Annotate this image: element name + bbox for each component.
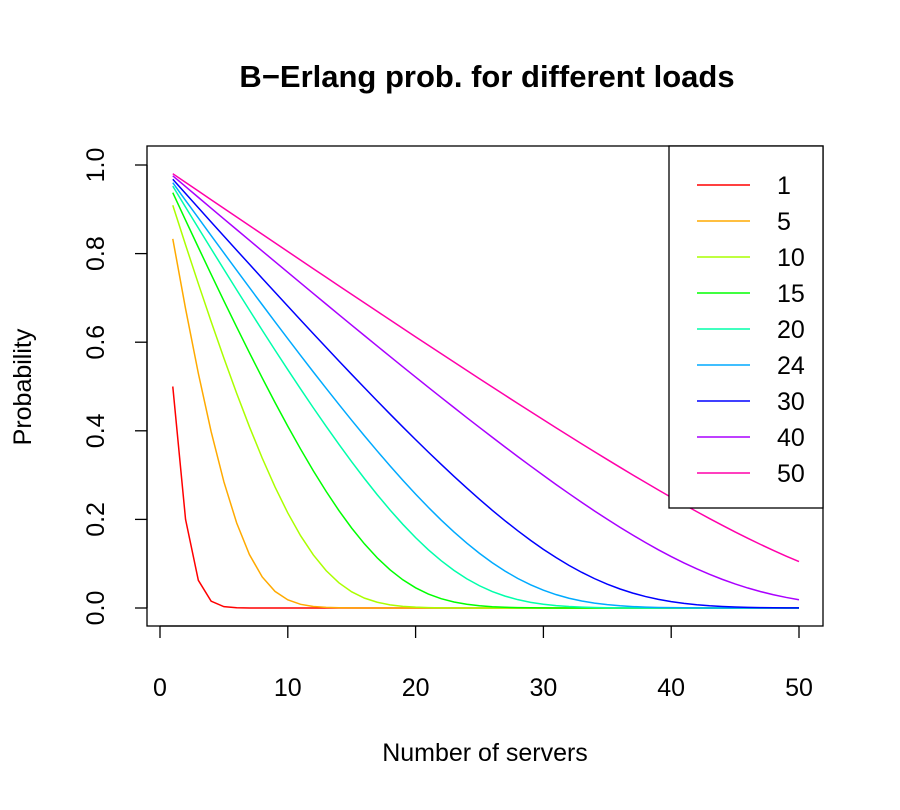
series-line-24: [172, 182, 799, 609]
y-tick-label-0.6: 0.6: [82, 325, 110, 360]
legend-label-15: 15: [777, 280, 805, 308]
y-tick-label-0.2: 0.2: [82, 502, 110, 537]
legend-label-10: 10: [777, 244, 805, 272]
x-axis-label: Number of servers: [382, 739, 588, 767]
chart-title: B−Erlang prob. for different loads: [239, 59, 734, 94]
y-tick-label-0.8: 0.8: [82, 236, 110, 271]
y-tick-label-0.0: 0.0: [82, 591, 110, 626]
x-tick-label-40: 40: [657, 674, 685, 702]
x-axis: 0 10 20 30 40 50: [153, 625, 813, 702]
y-axis: 0.0 0.2 0.4 0.6 0.8 1.0: [82, 148, 148, 626]
legend-box: [668, 145, 824, 509]
series-line-40: [172, 175, 800, 601]
legend-label-50: 50: [777, 460, 805, 488]
series-layer: [172, 173, 800, 609]
legend-label-30: 30: [777, 388, 805, 416]
series-line-50: [172, 173, 800, 563]
series-line-30: [172, 178, 800, 609]
x-tick-label-50: 50: [785, 674, 813, 702]
legend-label-24: 24: [777, 352, 805, 380]
x-tick-label-30: 30: [529, 674, 557, 702]
x-tick-label-20: 20: [402, 674, 430, 702]
y-axis-label: Probability: [9, 328, 37, 445]
legend-label-5: 5: [777, 208, 791, 236]
legend-label-20: 20: [777, 316, 805, 344]
legend-label-1: 1: [777, 172, 791, 200]
legend-label-40: 40: [777, 424, 805, 452]
y-tick-label-0.4: 0.4: [82, 413, 110, 448]
y-tick-label-1.0: 1.0: [82, 148, 110, 183]
x-tick-label-0: 0: [153, 674, 167, 702]
x-tick-label-10: 10: [274, 674, 302, 702]
